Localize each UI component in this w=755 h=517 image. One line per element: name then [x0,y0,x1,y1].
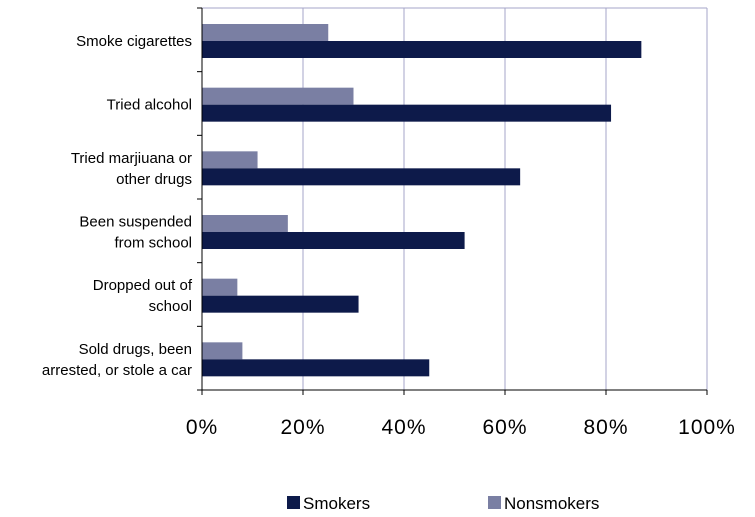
category-label-sold-drugs-been-arrested-or-stole-a-car: Sold drugs, been arrested, or stole a car [42,341,192,379]
bar-smokers-tried-marjiuana-or-other-drugs [202,168,521,186]
category-label-dropped-out-of-school: Dropped out of school [93,277,193,315]
axes [197,7,708,395]
bar-nonsmokers-been-suspended-from-school [202,215,288,232]
category-label-smoke-cigarettes: Smoke cigarettes [76,33,192,50]
legend-label-nonsmokers: Nonsmokers [504,494,599,512]
legend-swatch-nonsmokers [488,496,501,509]
x-tick-0: 0% [186,416,218,439]
bar-smokers-smoke-cigarettes [202,41,642,58]
bars [202,24,642,377]
bar-smokers-dropped-out-of-school [202,295,359,313]
bar-smokers-sold-drugs-been-arrested-or-stole-a-car [202,359,430,377]
category-labels: Smoke cigarettes Tried alcohol Tried marji… [42,33,193,379]
bar-smokers-tried-alcohol [202,104,612,122]
category-label-been-suspended-from-school: Been suspended from school [79,214,192,252]
x-tick-60: 60% [482,416,527,439]
category-label-tried-marjiuana-or-other-drugs: Tried marjiuana or other drugs [71,150,192,188]
gridlines [201,7,708,390]
bar-nonsmokers-tried-alcohol [202,87,354,105]
bar-nonsmokers-dropped-out-of-school [202,278,238,296]
bar-nonsmokers-sold-drugs-been-arrested-or-stole-a-car [202,342,243,360]
legend-label-smokers: Smokers [303,494,370,512]
bar-nonsmokers-tried-marjiuana-or-other-drugs [202,151,258,169]
bar-nonsmokers-smoke-cigarettes [202,24,329,41]
x-tick-40: 40% [381,416,426,439]
bar-smokers-been-suspended-from-school [202,232,465,249]
x-tick-20: 20% [280,416,325,439]
x-tick-100: 100% [678,416,736,439]
legend-swatch-smokers [287,496,300,509]
category-label-tried-alcohol: Tried alcohol [107,97,192,114]
x-tick-80: 80% [583,416,628,439]
x-tick-labels: 0% 20% 40% 60% 80% 100% [186,416,736,439]
legend: Smokers Nonsmokers [287,494,599,513]
